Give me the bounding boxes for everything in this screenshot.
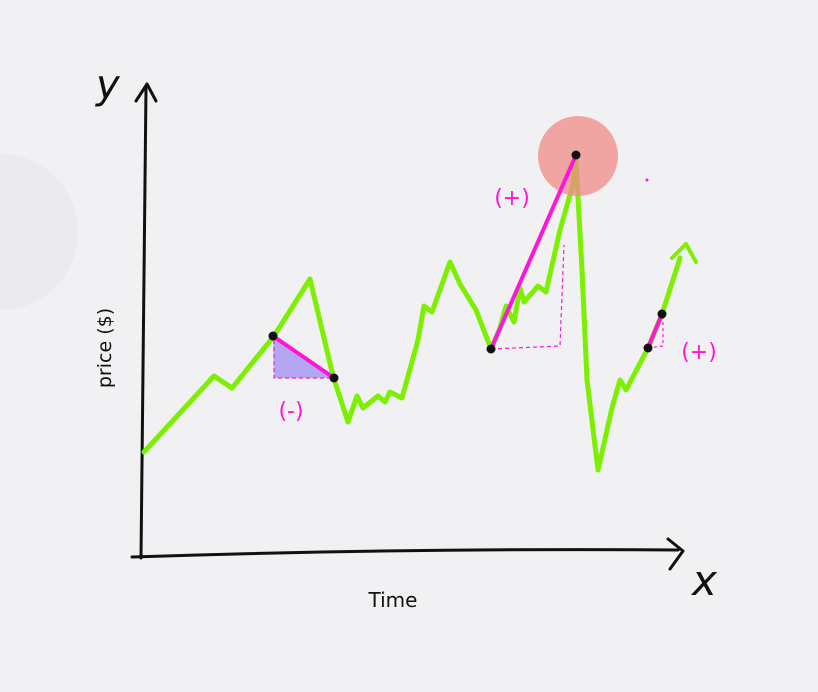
y-axis-letter: y	[95, 62, 121, 108]
y-axis	[139, 86, 148, 560]
point-dot	[643, 343, 653, 353]
point-dot	[329, 373, 339, 383]
negative-slope-label: (-)	[278, 399, 303, 424]
positive-slope-segment-2	[646, 312, 664, 350]
x-axis-letter: x	[690, 556, 718, 605]
positive-slope-label-1: (+)	[494, 186, 530, 211]
background-blob	[0, 154, 78, 310]
positive-slope-segment-1	[489, 153, 578, 351]
x-axis-arrowhead	[666, 537, 685, 571]
point-dot	[657, 309, 667, 319]
price-line	[141, 158, 683, 473]
price-line-arrowhead	[670, 242, 698, 264]
point-dot	[571, 150, 581, 160]
x-axis-label: Time	[368, 588, 418, 612]
positive-slope-guide-1	[490, 244, 565, 350]
y-axis-label: price ($)	[94, 308, 116, 388]
negative-slope-segment	[271, 334, 336, 380]
point-dot	[486, 344, 496, 354]
stray-mark	[645, 178, 649, 182]
positive-slope-guide-2	[647, 314, 664, 349]
x-axis	[130, 548, 680, 559]
y-axis-arrowhead	[134, 82, 158, 103]
positive-slope-label-2: (+)	[681, 340, 717, 365]
negative-slope-guide	[273, 340, 334, 379]
point-dot	[268, 331, 278, 341]
